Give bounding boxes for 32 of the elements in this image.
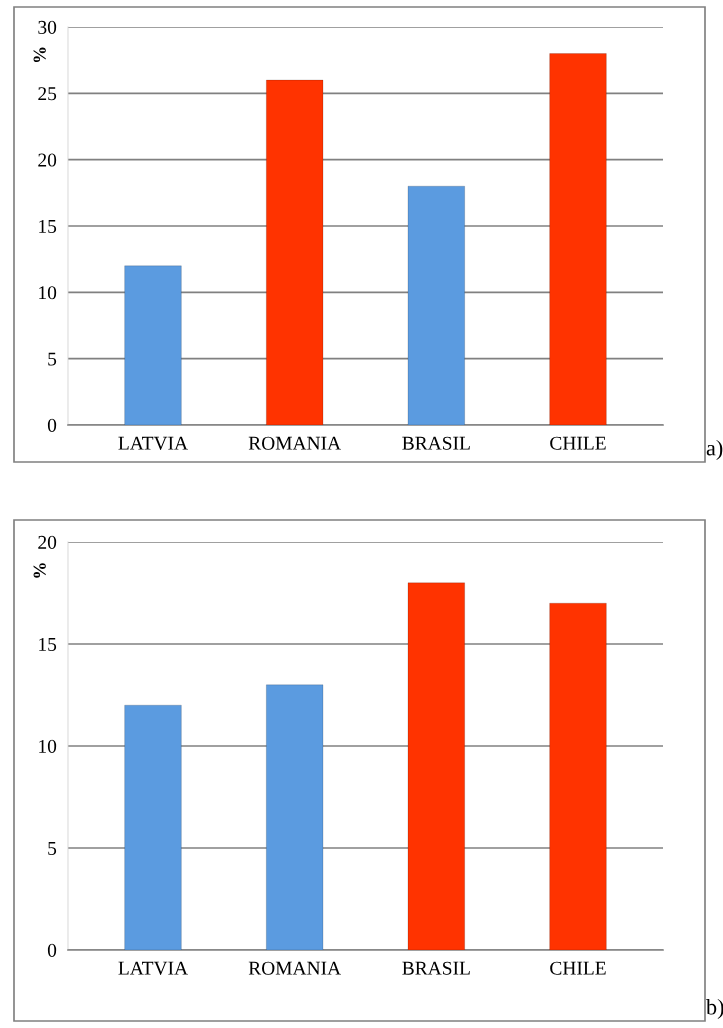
bar xyxy=(265,684,324,950)
bar xyxy=(265,79,324,425)
y-tick-label: 15 xyxy=(39,219,57,233)
y-tick-label: 20 xyxy=(38,535,57,549)
text: b) xyxy=(706,998,723,1020)
y-tick-label: 30 xyxy=(38,20,57,34)
bar xyxy=(124,265,182,425)
bar xyxy=(549,602,607,950)
y-tick-label: 0 xyxy=(47,943,57,957)
y-tick-label: 25 xyxy=(38,87,57,101)
bar xyxy=(407,582,466,950)
bar xyxy=(549,53,607,425)
y-tick-label: 10 xyxy=(39,739,57,753)
x-tick-label: BRASIL xyxy=(402,961,470,975)
x-tick-label: CHILE xyxy=(550,436,606,450)
y-tick-label: 5 xyxy=(48,842,57,855)
bar xyxy=(407,185,466,425)
y-axis-title: % xyxy=(33,47,46,63)
x-tick-label: ROMANIA xyxy=(248,436,341,450)
y-tick-label: 20 xyxy=(38,153,57,167)
x-tick-label: LATVIA xyxy=(118,436,188,450)
y-tick-label: 10 xyxy=(39,286,57,300)
text: a) xyxy=(706,439,723,461)
y-tick-label: 0 xyxy=(47,418,57,432)
y-tick-label: 5 xyxy=(48,352,57,366)
x-tick-label: BRASIL xyxy=(402,436,470,450)
x-tick-label: LATVIA xyxy=(118,961,188,975)
y-axis-title: % xyxy=(33,563,46,578)
y-tick-label: 15 xyxy=(39,637,57,651)
x-tick-label: ROMANIA xyxy=(248,961,341,975)
bar xyxy=(124,704,182,950)
x-tick-label: CHILE xyxy=(550,961,606,975)
